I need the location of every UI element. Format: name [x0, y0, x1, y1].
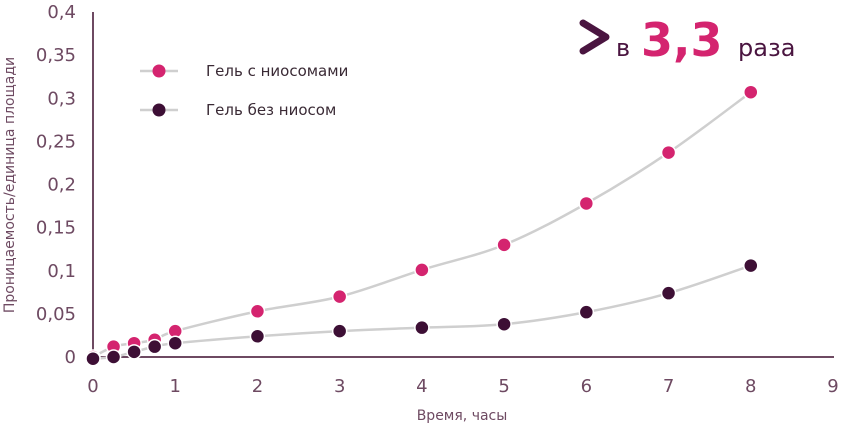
series-line-1	[92, 264, 752, 360]
annotation-suffix: раза	[738, 34, 795, 62]
data-point-series-1	[105, 349, 122, 365]
legend-label-with-niosomes: Гель с ниосомами	[206, 62, 348, 80]
y-tick-label: 0,05	[36, 304, 76, 325]
data-point-series-1	[146, 338, 163, 355]
annotation-value: 3,3	[641, 13, 723, 67]
y-tick-label: 0,3	[47, 88, 76, 109]
axes	[92, 12, 834, 358]
series-points	[85, 84, 759, 367]
data-point-series-0	[331, 288, 348, 305]
greater-than-arrow-icon	[579, 19, 610, 55]
ratio-annotation: в 3,3 раза	[579, 13, 795, 67]
x-tick-label: 3	[334, 376, 345, 397]
x-tick-label: 7	[663, 376, 674, 397]
y-tick-label: 0	[65, 347, 76, 368]
data-point-series-0	[743, 84, 759, 100]
x-axis-title: Время, часы	[417, 408, 508, 424]
data-point-series-0	[660, 144, 677, 161]
y-axis-title: Проницаемость/единица площади	[2, 57, 18, 313]
data-point-series-1	[249, 328, 266, 345]
legend-marker-without-niosomes	[152, 103, 166, 117]
x-tick-label: 9	[827, 376, 838, 397]
data-point-series-1	[660, 285, 677, 301]
y-tick-label: 0,4	[47, 2, 76, 23]
data-point-series-1	[414, 319, 430, 336]
x-tick-label: 5	[498, 376, 509, 397]
data-point-series-1	[743, 257, 759, 274]
series-lines	[92, 91, 752, 360]
y-tick-label: 0,35	[36, 45, 76, 66]
y-tick-label: 0,2	[47, 175, 76, 196]
x-tick-labels: 0 1 2 3 4 5 6 7 8 9	[87, 376, 838, 397]
data-point-series-1	[126, 344, 142, 360]
y-tick-label: 0,1	[47, 261, 76, 282]
x-tick-label: 0	[87, 376, 98, 397]
data-point-series-1	[167, 335, 183, 351]
x-tick-label: 1	[169, 376, 180, 397]
annotation-prefix: в	[616, 34, 630, 62]
series-line-0	[92, 91, 752, 359]
legend-label-without-niosomes: Гель без ниосом	[206, 101, 336, 119]
data-point-series-0	[249, 303, 266, 320]
x-tick-label: 8	[745, 376, 756, 397]
legend-item-with-niosomes: Гель с ниосомами	[140, 62, 348, 80]
y-tick-labels: 0 0,05 0,1 0,15 0,2 0,25 0,3 0,35 0,4	[36, 2, 76, 368]
data-point-series-1	[496, 316, 512, 332]
y-tick-label: 0,25	[36, 131, 76, 152]
legend-marker-with-niosomes	[152, 64, 166, 78]
data-point-series-0	[414, 262, 430, 278]
data-point-series-0	[578, 195, 595, 212]
legend: Гель с ниосомами Гель без ниосом	[140, 62, 348, 119]
x-tick-label: 6	[581, 376, 592, 397]
legend-item-without-niosomes: Гель без ниосом	[140, 101, 336, 119]
y-tick-label: 0,15	[36, 218, 76, 239]
data-point-series-1	[578, 304, 595, 320]
data-point-series-1	[331, 323, 348, 339]
data-point-series-0	[496, 237, 512, 253]
x-tick-label: 2	[252, 376, 263, 397]
data-point-series-1	[85, 350, 101, 367]
x-tick-label: 4	[416, 376, 427, 397]
